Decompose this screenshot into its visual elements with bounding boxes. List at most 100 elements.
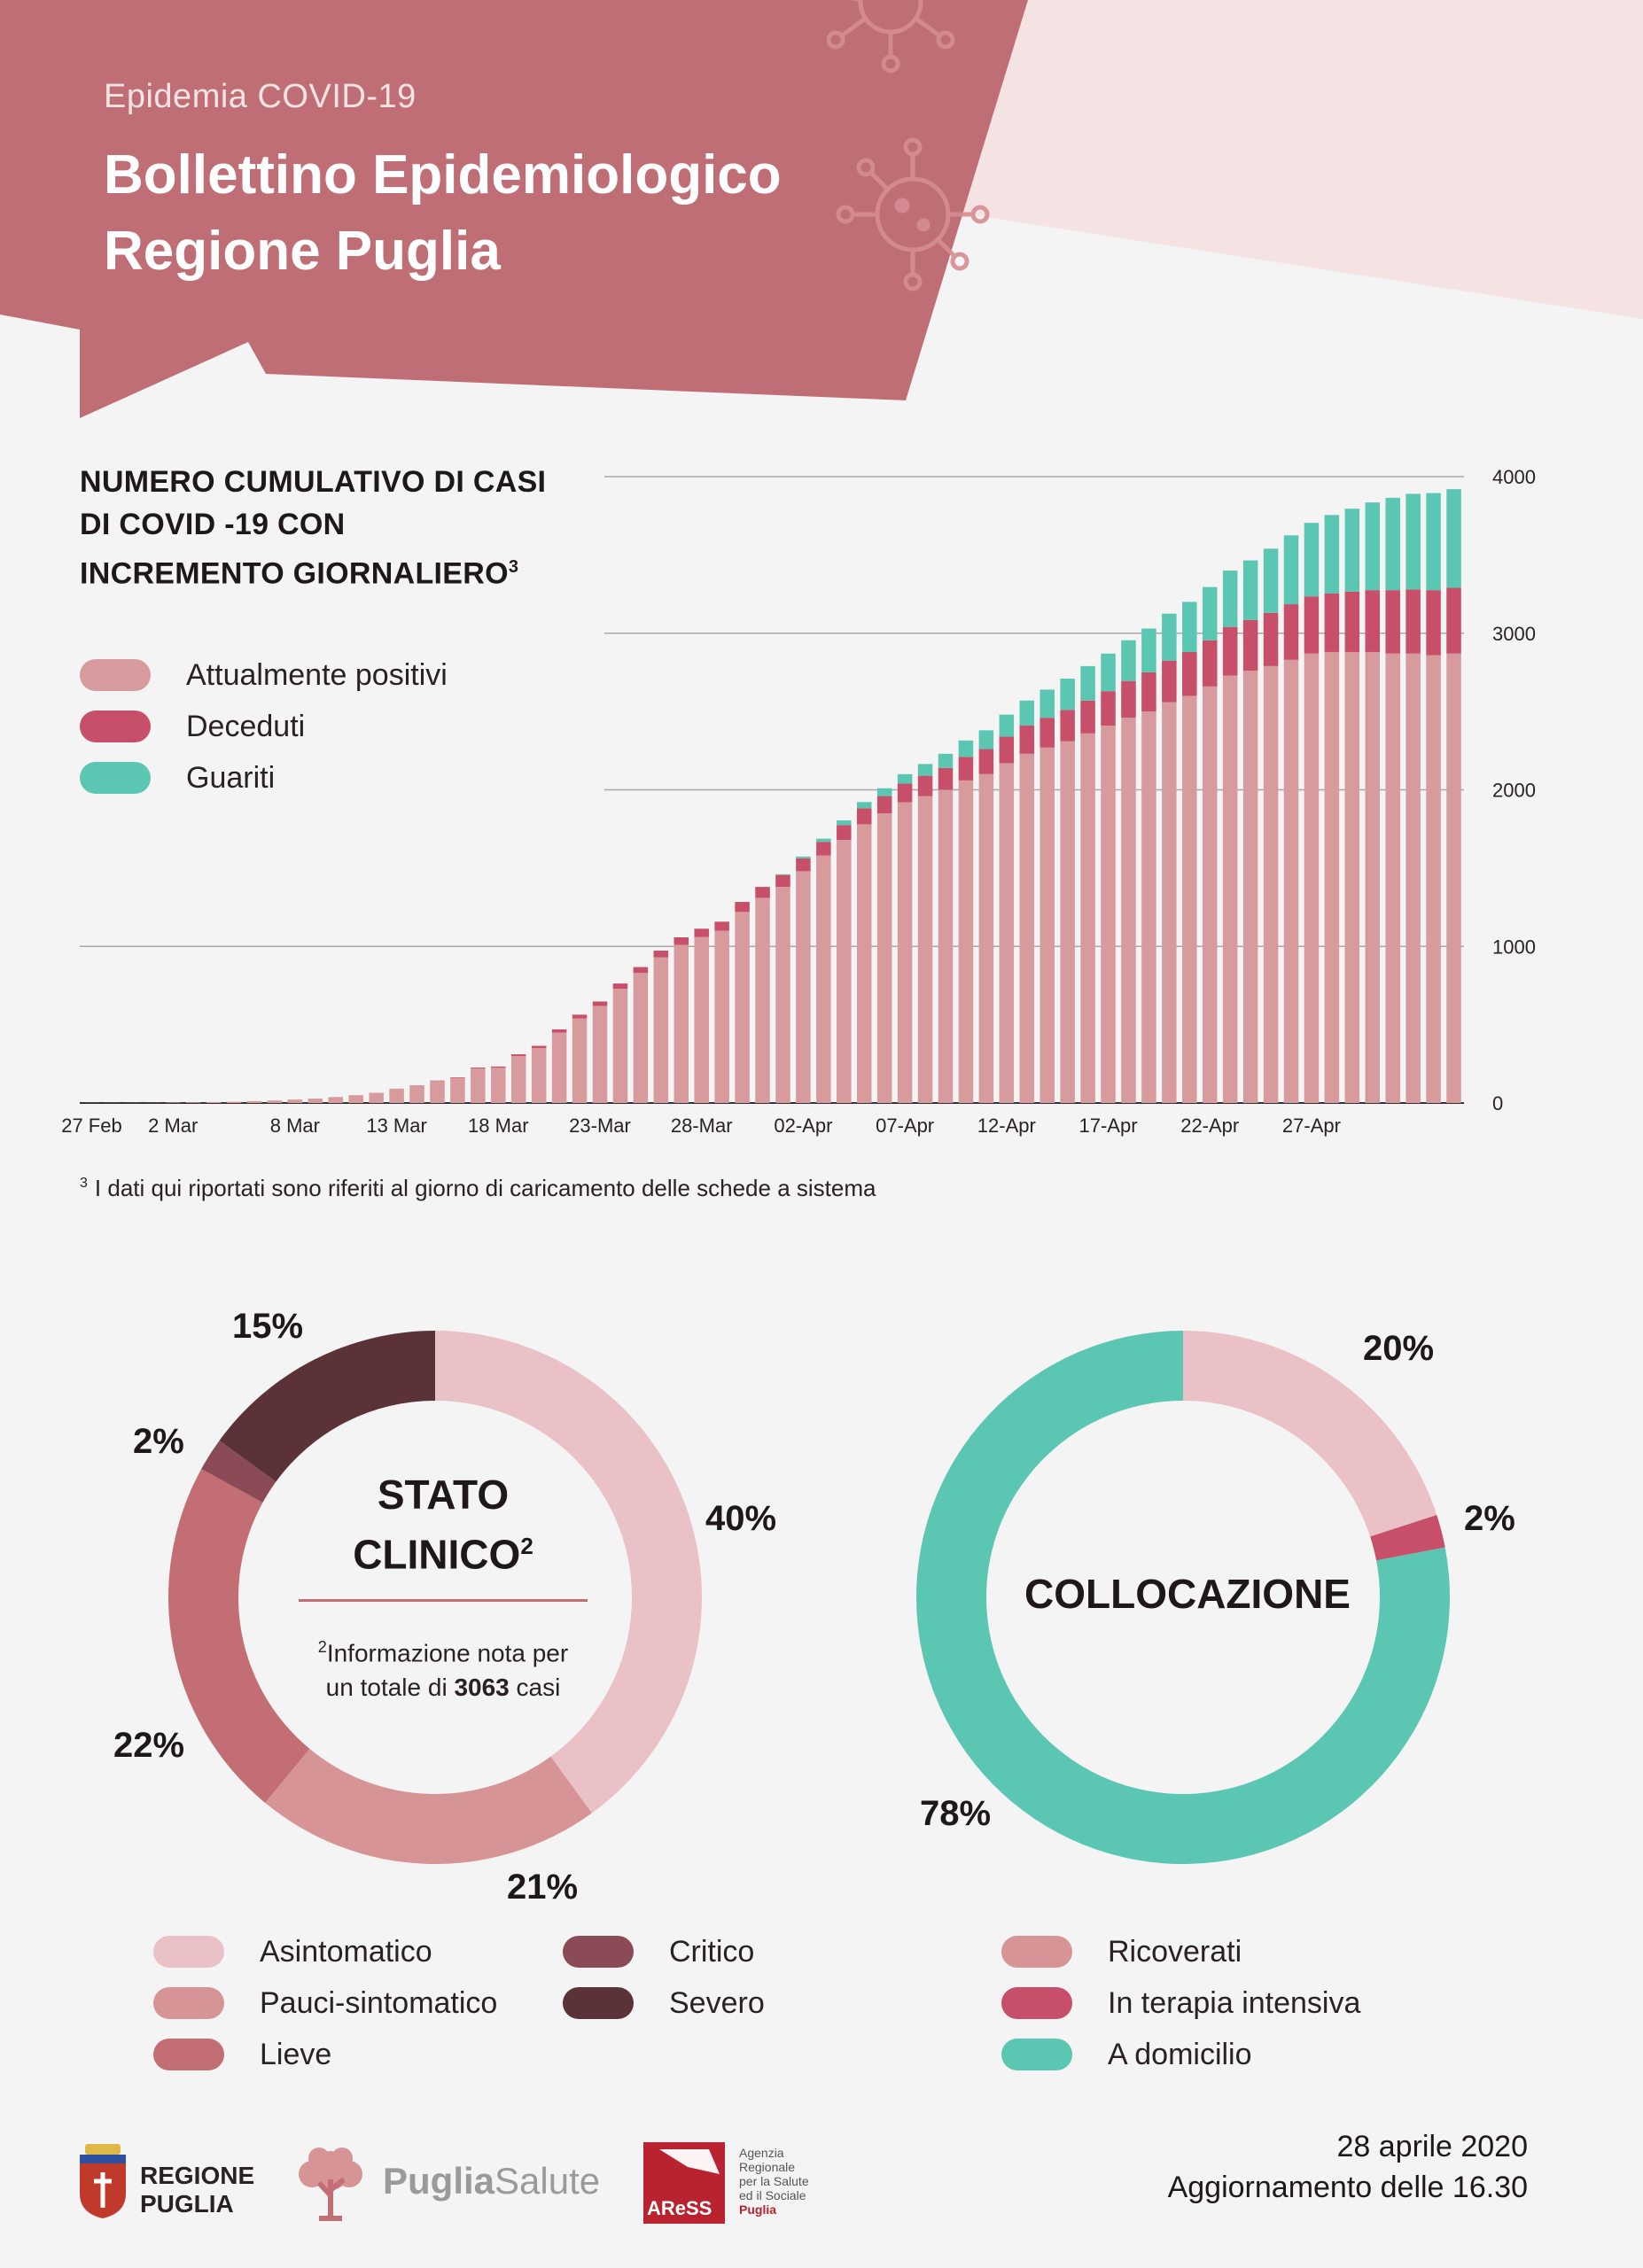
bar-segment-deceduti — [1406, 589, 1421, 654]
bar-segment-guariti — [1182, 602, 1197, 652]
bar-segment-attualmente-positivi — [389, 1089, 404, 1103]
donut-collocazione-center: COLLOCAZIONE — [1006, 1568, 1369, 1619]
puglia-salute-logo: PugliaSalute — [383, 2160, 600, 2202]
clinico-legend-col1: Asintomatico Pauci-sintomatico Lieve — [153, 1926, 497, 2080]
legend-item: Pauci-sintomatico — [153, 1977, 497, 2029]
bar-segment-guariti — [999, 714, 1015, 737]
legend-item: Asintomatico — [153, 1926, 497, 1977]
bar-segment-attualmente-positivi — [1304, 653, 1320, 1103]
bar-segment-deceduti — [1263, 612, 1279, 666]
bar-segment-attualmente-positivi — [165, 1102, 181, 1103]
slice-label-severo: 15% — [232, 1307, 304, 1346]
donut-note-line2-post: casi — [509, 1673, 561, 1701]
bar-segment-attualmente-positivi — [674, 944, 689, 1103]
bar-segment-attualmente-positivi — [328, 1097, 344, 1103]
legend-swatch — [1001, 1987, 1072, 2019]
page-title-line2: Regione Puglia — [104, 221, 501, 282]
bar-segment-attualmente-positivi — [1040, 747, 1055, 1103]
y-tick-label: 2000 — [1492, 780, 1536, 802]
bar-segment-deceduti — [796, 858, 811, 872]
bar-segment-attualmente-positivi — [735, 912, 750, 1103]
bar-segment-attualmente-positivi — [308, 1099, 323, 1103]
bar-segment-attualmente-positivi — [1182, 695, 1197, 1103]
aress-logo-mark: AReSS — [643, 2142, 725, 2224]
bar-segment-deceduti — [897, 783, 913, 803]
bar-segment-deceduti — [1283, 604, 1299, 660]
slice-label-terapia-intensiva: 2% — [1464, 1499, 1515, 1538]
bar-segment-deceduti — [612, 983, 628, 989]
bar-segment-attualmente-positivi — [1385, 653, 1400, 1103]
bar-segment-attualmente-positivi — [1101, 726, 1116, 1103]
bar-segment-deceduti — [1344, 591, 1360, 652]
legend-label: Attualmente positivi — [186, 657, 448, 692]
chart-legend: Attualmente positivi Deceduti Guariti — [80, 649, 448, 804]
bar-segment-deceduti — [510, 1054, 526, 1056]
footnote-text: I dati qui riportati sono riferiti al gi… — [94, 1175, 876, 1201]
slice-label-domicilio: 78% — [920, 1794, 992, 1833]
clinico-legend-col2: Critico Severo — [563, 1926, 765, 2029]
bar-segment-attualmente-positivi — [1365, 651, 1381, 1103]
legend-label: A domicilio — [1108, 2037, 1252, 2071]
legend-label: Lieve — [260, 2037, 332, 2071]
x-tick-label: 2 Mar — [148, 1115, 198, 1137]
bar-segment-guariti — [1263, 548, 1279, 613]
bar-segment-guariti — [796, 856, 811, 858]
legend-item: A domicilio — [1001, 2029, 1360, 2080]
bar-segment-guariti — [1406, 493, 1421, 590]
bar-segment-attualmente-positivi — [938, 789, 954, 1103]
chart-y-axis: 0 1000 2000 3000 4000 — [1492, 466, 1536, 1115]
bar-segment-attualmente-positivi — [471, 1068, 486, 1103]
x-tick-label: 07-Apr — [876, 1115, 934, 1137]
chart-title-line2: DI COVID -19 CON — [80, 508, 346, 541]
regione-puglia-crest-icon — [76, 2142, 129, 2220]
bar-segment-deceduti — [450, 1077, 465, 1078]
bar-segment-attualmente-positivi — [633, 973, 649, 1103]
bar-segment-guariti — [1426, 493, 1441, 591]
legend-label: Pauci-sintomatico — [260, 1985, 498, 2020]
bar-segment-attualmente-positivi — [978, 773, 994, 1103]
bar-segment-guariti — [1242, 560, 1258, 620]
x-tick-label: 8 Mar — [270, 1115, 320, 1137]
x-tick-label: 28-Mar — [671, 1115, 733, 1137]
aress-line4: ed il Sociale — [739, 2188, 806, 2202]
bar-segment-deceduti — [1162, 660, 1177, 703]
bar-segment-deceduti — [1242, 619, 1258, 672]
bar-segment-deceduti — [531, 1045, 547, 1049]
bar-segment-guariti — [1121, 640, 1136, 681]
bar-segment-attualmente-positivi — [267, 1100, 283, 1103]
slice-label-critico: 2% — [133, 1422, 184, 1461]
chart-bars — [84, 489, 1461, 1104]
bar-segment-guariti — [1162, 613, 1177, 661]
y-tick-label: 1000 — [1492, 936, 1536, 958]
bar-segment-guariti — [978, 730, 994, 750]
donut-title: STATO CLINICO2 — [353, 1472, 533, 1578]
aress-line3: per la Salute — [739, 2174, 809, 2188]
bar-segment-deceduti — [1141, 672, 1156, 712]
bar-segment-deceduti — [714, 921, 729, 931]
bar-segment-guariti — [876, 788, 892, 796]
bar-segment-attualmente-positivi — [775, 887, 790, 1103]
page-kicker: Epidemia COVID-19 — [104, 78, 417, 115]
bar-segment-attualmente-positivi — [185, 1102, 201, 1103]
bar-segment-attualmente-positivi — [958, 780, 974, 1103]
x-tick-label: 18 Mar — [468, 1115, 528, 1137]
virus-icon — [826, 0, 955, 74]
bar-segment-deceduti — [735, 902, 750, 913]
bar-segment-deceduti — [816, 842, 831, 856]
donut-slice-asintomatico — [435, 1331, 702, 1814]
cumulative-cases-chart: 0 1000 2000 3000 4000 27 Feb 2 Mar 8 Mar 13 Mar… — [61, 466, 1536, 1137]
y-tick-label: 3000 — [1492, 623, 1536, 645]
bar-segment-guariti — [837, 819, 852, 826]
donut-slice-severo — [219, 1331, 435, 1482]
bar-segment-deceduti — [856, 808, 872, 825]
y-tick-label: 0 — [1492, 1092, 1503, 1115]
legend-item: Guariti — [80, 752, 448, 804]
bar-segment-guariti — [1324, 515, 1340, 594]
logo-puglia: Puglia — [383, 2160, 495, 2202]
bar-segment-deceduti — [1060, 710, 1075, 742]
update-time: Aggiornamento delle 16.30 — [1167, 2171, 1528, 2204]
bar-segment-deceduti — [1385, 590, 1400, 654]
donut-slice-lieve — [168, 1468, 310, 1803]
bar-segment-attualmente-positivi — [1121, 718, 1136, 1103]
footnote-sup: 3 — [80, 1176, 88, 1192]
